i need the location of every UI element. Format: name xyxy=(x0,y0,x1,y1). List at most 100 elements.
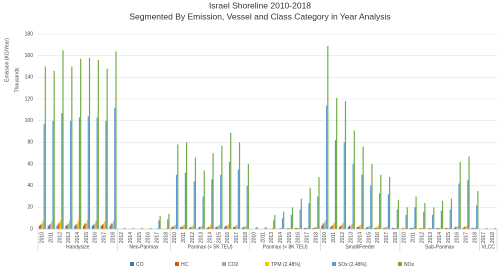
x-tick-label: 2018 xyxy=(163,232,169,243)
bar xyxy=(246,185,248,229)
y-tick-label: 100 xyxy=(25,118,34,124)
bar xyxy=(84,223,86,229)
bar xyxy=(215,226,217,229)
bar xyxy=(41,223,43,229)
bar xyxy=(462,227,464,229)
bar xyxy=(391,227,394,229)
bar xyxy=(456,226,458,229)
group-label: Handysize xyxy=(66,244,90,250)
group-label: Sub-Panmax xyxy=(425,244,454,250)
bar xyxy=(287,227,289,229)
bar xyxy=(271,227,274,229)
bar xyxy=(91,225,94,229)
bar xyxy=(306,227,308,229)
x-tick-label: 2012 xyxy=(190,232,196,243)
legend-label: HC xyxy=(181,262,189,268)
x-tick-label: 2018 xyxy=(472,232,478,243)
bar xyxy=(100,225,102,229)
bar xyxy=(404,227,406,229)
x-tick-label: 2017 xyxy=(384,232,390,243)
bar xyxy=(447,227,449,229)
bar xyxy=(51,221,53,229)
bar xyxy=(165,227,168,229)
x-tick-label: 2012 xyxy=(119,232,125,243)
bar xyxy=(237,169,239,229)
bar xyxy=(419,227,421,229)
bar xyxy=(371,164,373,229)
bar xyxy=(467,180,469,229)
bar xyxy=(318,177,320,229)
x-tick-label: 2015 xyxy=(216,232,222,243)
bar xyxy=(321,225,323,229)
x-tick-label: 2012 xyxy=(57,232,63,243)
legend-swatch xyxy=(175,262,179,266)
bar xyxy=(68,220,71,229)
bar xyxy=(386,226,388,229)
bar xyxy=(342,222,344,229)
bar xyxy=(379,193,381,229)
bar xyxy=(385,226,387,229)
bar xyxy=(226,225,228,229)
x-tick-label: 2014 xyxy=(358,232,364,243)
bar xyxy=(439,227,441,229)
group-label: Panmax (< 5K TEU) xyxy=(188,244,233,250)
bar xyxy=(40,224,42,229)
bar xyxy=(157,227,159,229)
x-tick-label: 2015 xyxy=(137,232,143,243)
bar xyxy=(141,227,144,229)
bar xyxy=(83,225,85,229)
bar xyxy=(236,224,238,229)
bar xyxy=(369,225,371,229)
x-tick-label: 2016 xyxy=(375,232,381,243)
bar xyxy=(225,225,227,229)
bar xyxy=(449,209,451,229)
bar xyxy=(106,68,108,230)
bar xyxy=(114,107,116,229)
bar xyxy=(308,203,310,229)
bar xyxy=(158,220,160,229)
bar xyxy=(347,226,350,229)
bar xyxy=(463,226,465,229)
bar xyxy=(300,198,302,229)
bar xyxy=(459,161,461,229)
bar xyxy=(343,142,345,229)
y-tick-label: 20 xyxy=(27,205,33,211)
bar xyxy=(244,226,246,229)
bar xyxy=(56,225,58,229)
bar xyxy=(217,225,219,229)
bar xyxy=(420,227,422,229)
bar xyxy=(211,179,213,229)
bar xyxy=(78,117,81,229)
y-axis-label: Emission (KG/Year) xyxy=(4,38,10,82)
bar xyxy=(468,156,470,229)
x-tick-label: 2010 xyxy=(172,232,178,243)
legend-swatch xyxy=(222,262,226,266)
bar xyxy=(103,223,105,229)
group-label: Panmax (< 8K TEU) xyxy=(263,244,308,250)
bar xyxy=(60,220,62,229)
x-tick-label: 2011 xyxy=(49,232,55,243)
bar xyxy=(43,123,45,229)
bar xyxy=(324,220,327,229)
legend-label: TPM (2.48%) xyxy=(271,262,301,268)
bar xyxy=(446,227,448,229)
bar xyxy=(133,227,135,229)
bar xyxy=(238,142,241,229)
x-tick-label: 2017 xyxy=(154,232,160,243)
bar xyxy=(191,226,193,229)
bar xyxy=(184,172,186,229)
bar xyxy=(450,198,452,229)
bar xyxy=(104,221,106,229)
bar xyxy=(256,226,258,229)
x-tick-label: 2010 xyxy=(252,232,258,243)
y-unit-label: Thousands xyxy=(14,67,20,92)
bar xyxy=(194,157,197,229)
bar xyxy=(303,227,305,229)
bar xyxy=(430,227,432,229)
bar xyxy=(57,223,59,229)
bar xyxy=(351,223,353,229)
bar xyxy=(220,174,222,229)
bar xyxy=(182,225,184,229)
bar xyxy=(431,214,434,229)
bar xyxy=(444,227,447,229)
